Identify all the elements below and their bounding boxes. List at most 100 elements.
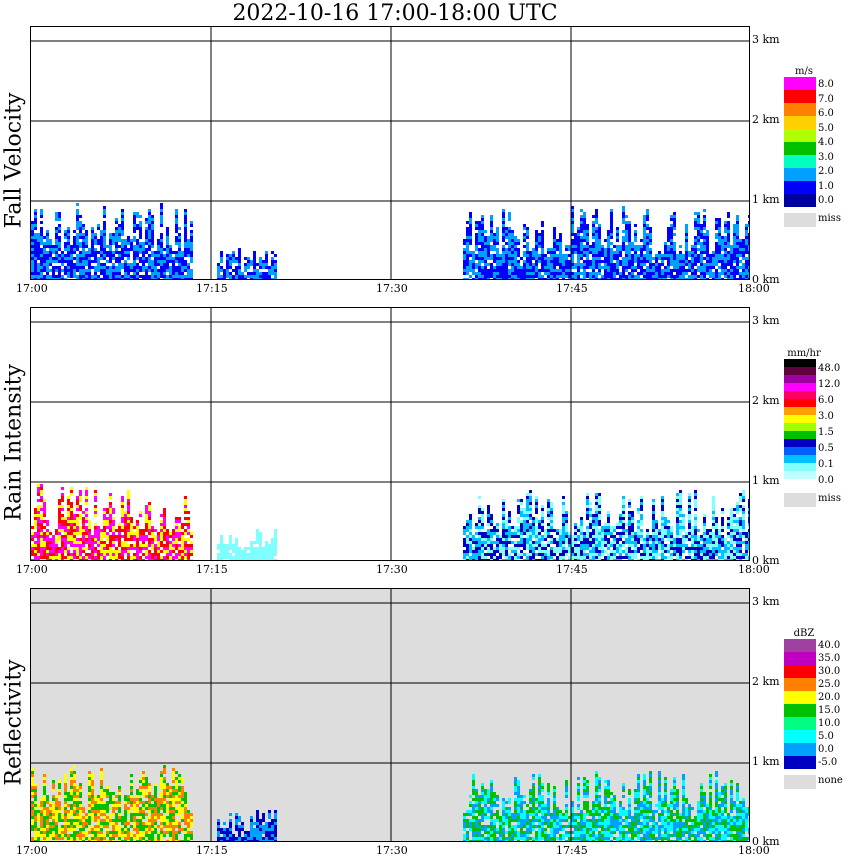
echo-cell xyxy=(637,263,640,266)
echo-cell xyxy=(598,263,601,266)
echo-cell xyxy=(139,538,142,541)
echo-cell xyxy=(70,248,73,251)
echo-cell xyxy=(727,236,730,239)
echo-cell xyxy=(670,245,673,248)
echo-cell xyxy=(73,544,76,547)
echo-cell xyxy=(67,242,70,245)
echo-cell xyxy=(133,538,136,541)
echo-cell xyxy=(466,257,469,260)
echo-cell xyxy=(496,236,499,239)
echo-cell xyxy=(127,556,130,559)
echo-cell xyxy=(541,233,544,236)
echo-cell xyxy=(535,517,538,520)
echo-cell xyxy=(142,532,145,535)
echo-cell xyxy=(463,526,466,529)
echo-cell xyxy=(640,239,643,242)
echo-cell xyxy=(220,254,223,257)
echo-cell xyxy=(493,547,496,550)
echo-cell xyxy=(274,278,277,279)
echo-cell xyxy=(175,218,178,221)
echo-cell xyxy=(748,556,749,559)
echo-cell xyxy=(622,263,625,266)
echo-cell xyxy=(88,263,91,266)
echo-cell xyxy=(535,511,538,514)
echo-cell xyxy=(52,269,55,272)
echo-cell xyxy=(82,550,85,553)
echo-cell xyxy=(610,541,613,544)
echo-cell xyxy=(733,541,736,544)
echo-cell xyxy=(577,278,580,279)
echo-cell xyxy=(646,547,649,550)
echo-cell xyxy=(694,559,697,560)
echo-cell xyxy=(505,526,508,529)
echo-cell xyxy=(73,266,76,269)
echo-cell xyxy=(574,275,577,278)
echo-cell xyxy=(616,245,619,248)
echo-cell xyxy=(136,257,139,260)
echo-cell xyxy=(463,529,466,532)
echo-cell xyxy=(97,260,100,263)
echo-cell xyxy=(91,541,94,544)
echo-cell xyxy=(43,508,46,511)
echo-cell xyxy=(511,541,514,544)
echo-cell xyxy=(730,550,733,553)
echo-cell xyxy=(88,260,91,263)
echo-cell xyxy=(571,248,574,251)
echo-cell xyxy=(250,547,253,550)
echo-cell xyxy=(622,514,625,517)
echo-cell xyxy=(508,269,511,272)
echo-cell xyxy=(121,559,124,560)
echo-cell xyxy=(508,251,511,254)
echo-cell xyxy=(145,511,148,514)
echo-cell xyxy=(517,556,520,559)
echo-cell xyxy=(676,517,679,520)
echo-cell xyxy=(682,278,685,279)
echo-cell xyxy=(541,257,544,260)
echo-cell xyxy=(127,553,130,556)
echo-cell xyxy=(691,544,694,547)
echo-cell xyxy=(232,269,235,272)
echo-cell xyxy=(484,269,487,272)
echo-cell xyxy=(748,242,749,245)
echo-cell xyxy=(643,559,646,560)
echo-cell xyxy=(505,538,508,541)
echo-cell xyxy=(637,511,640,514)
echo-cell xyxy=(670,559,673,560)
echo-cell xyxy=(79,538,82,541)
echo-cell xyxy=(271,260,274,263)
echo-cell xyxy=(187,275,190,278)
panel-reflectivity xyxy=(30,588,750,842)
echo-cell xyxy=(574,266,577,269)
echo-cell xyxy=(595,514,598,517)
echo-cell xyxy=(172,251,175,254)
echo-cell xyxy=(31,553,34,556)
echo-cell xyxy=(34,837,37,840)
echo-cell xyxy=(40,272,43,275)
echo-cell xyxy=(76,266,79,269)
echo-cell xyxy=(61,526,64,529)
echo-cell xyxy=(166,248,169,251)
echo-cell xyxy=(610,553,613,556)
echo-cell xyxy=(187,263,190,266)
echo-cell xyxy=(592,517,595,520)
echo-cell xyxy=(73,535,76,538)
echo-cell xyxy=(79,496,82,499)
echo-cell xyxy=(106,278,109,279)
echo-cell xyxy=(529,550,532,553)
echo-cell xyxy=(727,278,730,279)
echo-cell xyxy=(130,269,133,272)
echo-cell xyxy=(703,275,706,278)
echo-cell xyxy=(49,544,52,547)
echo-cell xyxy=(571,538,574,541)
echo-cell xyxy=(691,278,694,279)
echo-cell xyxy=(727,212,730,215)
echo-cell xyxy=(166,541,169,544)
echo-cell xyxy=(514,242,517,245)
echo-cell xyxy=(235,257,238,260)
echo-cell xyxy=(625,233,628,236)
echo-cell xyxy=(64,532,67,535)
echo-cell xyxy=(46,260,49,263)
echo-cell xyxy=(253,272,256,275)
echo-cell xyxy=(127,496,130,499)
echo-cell xyxy=(580,517,583,520)
